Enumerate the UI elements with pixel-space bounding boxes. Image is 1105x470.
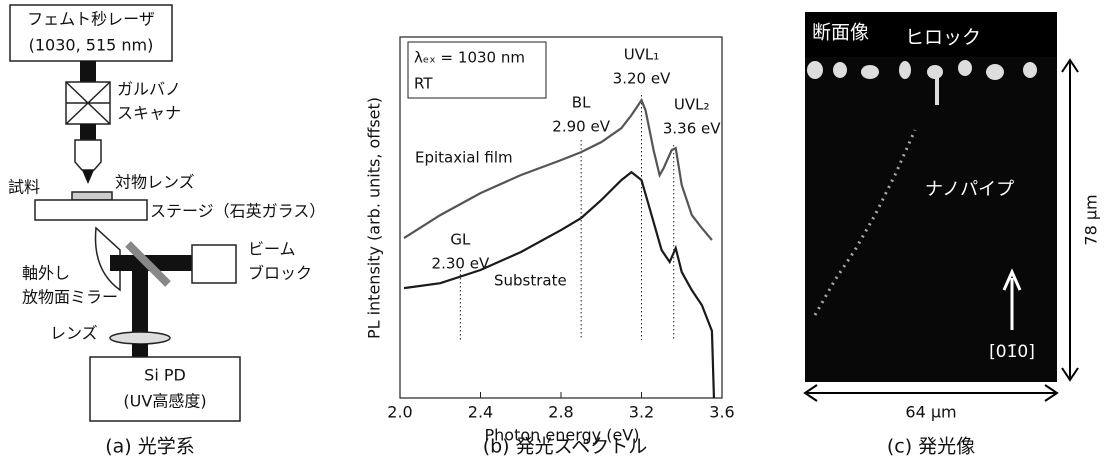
image-top: [805, 12, 1057, 57]
annotation: λₑₓ = 1030 nm: [414, 49, 525, 67]
x-tick-label: 2.0: [387, 403, 412, 422]
series-line: [403, 170, 716, 399]
marker-name: UVL₁: [624, 46, 660, 64]
label: ビーム: [248, 240, 296, 259]
sample: [71, 191, 113, 201]
label: 断面像: [812, 22, 869, 44]
label: 対物レンズ: [115, 173, 195, 192]
marker-name: UVL₂: [674, 96, 710, 114]
label: スキャナ: [117, 104, 181, 123]
height-arrow: [1061, 58, 1079, 382]
direction-arrow: [1002, 268, 1022, 330]
label: 軸外し: [22, 264, 70, 283]
marker-name: BL: [572, 94, 591, 112]
y-axis-title: PL intensity (arb. units, offset): [365, 97, 384, 339]
laser-box: [9, 4, 173, 62]
beam: [132, 344, 148, 357]
label: 放物面ミラー: [22, 288, 118, 307]
x-tick-label: 3.6: [709, 403, 734, 422]
objective: [74, 139, 102, 171]
label: Si PD: [144, 366, 186, 385]
label: 試料: [8, 178, 40, 197]
label: (1030, 515 nm): [29, 36, 154, 55]
stage: [34, 199, 148, 221]
label: ステージ（石英ガラス）: [150, 202, 325, 221]
beam-block: [191, 244, 237, 284]
label: [01̄0]: [989, 342, 1035, 362]
caption: (a) 光学系: [105, 436, 195, 458]
optical-setup: [9, 4, 241, 422]
hillocks: [807, 60, 1037, 105]
beam-splitter: [125, 241, 171, 287]
annotation-box: [407, 41, 547, 99]
label: ブロック: [248, 264, 312, 283]
label: ナノパイプ: [925, 179, 1014, 200]
series-label: Epitaxial film: [415, 149, 513, 167]
marker-label: 3.20 eV: [613, 70, 671, 88]
marker-label: 2.30 eV: [432, 255, 490, 273]
annotation: RT: [414, 75, 433, 93]
series-label: Substrate: [494, 272, 567, 290]
caption: (b) 発光スペクトル: [483, 436, 648, 458]
x-axis-title: Photon energy (eV): [485, 426, 640, 445]
label: フェムト秒レーザ: [27, 10, 155, 29]
label: 78 µm: [1082, 194, 1101, 245]
nanopipe-streak: [813, 129, 917, 316]
caption: (c) 発光像: [887, 436, 975, 458]
marker-name: GL: [450, 231, 471, 249]
x-tick-label: 3.2: [629, 403, 654, 422]
galvo-cross: [65, 81, 111, 125]
label: レンズ: [50, 324, 98, 343]
beam: [82, 170, 94, 184]
marker-label: 2.90 eV: [552, 118, 610, 136]
x-tick-label: 2.4: [468, 403, 493, 422]
x-tick-label: 2.8: [548, 403, 573, 422]
label: (UV高感度): [123, 392, 206, 411]
marker-label: 3.36 eV: [663, 120, 721, 138]
lens: [109, 331, 171, 345]
spectrum-chart: λₑₓ = 1030 nm RT Photon energy (eV) PL i…: [365, 36, 735, 458]
mirror: [94, 226, 121, 292]
detector-box: [89, 356, 241, 422]
label: ガルバノ: [117, 80, 181, 99]
luminescence-image: [803, 12, 1079, 402]
width-arrow: [803, 384, 1059, 402]
series-line: [403, 97, 713, 241]
label: 64 µm: [905, 403, 956, 422]
label: ヒロック: [905, 27, 981, 49]
beam: [80, 124, 96, 140]
beam: [80, 61, 96, 82]
beam: [132, 268, 148, 332]
